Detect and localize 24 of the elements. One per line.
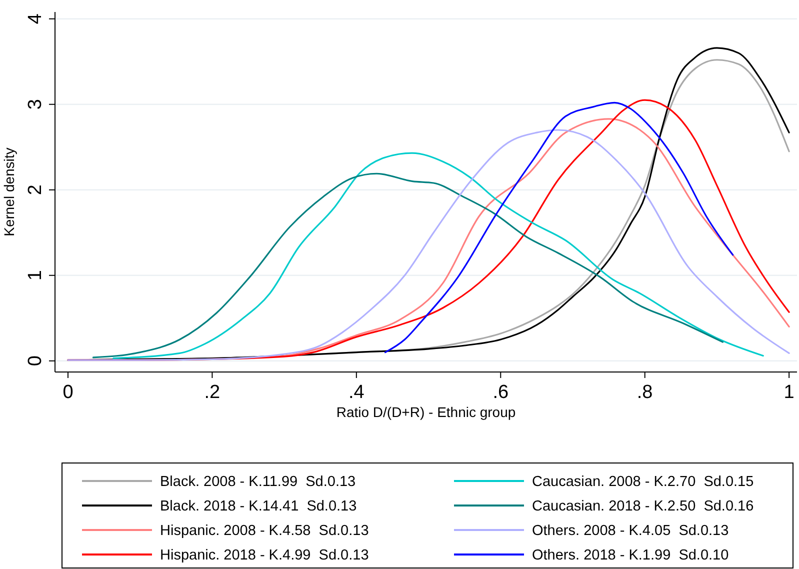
y-axis-title: Kernel density	[1, 148, 17, 236]
y-tick-label: 2	[25, 184, 46, 196]
line-series	[112, 152, 764, 360]
legend-label: Caucasian. 2008 - K.2.70 Sd.0.15	[532, 474, 754, 490]
legend-label: Hispanic. 2018 - K.4.99 Sd.0.13	[160, 548, 369, 564]
y-tick-label: 3	[25, 99, 46, 110]
x-tick-label: 1	[784, 382, 794, 403]
legend-label: Others. 2018 - K.1.99 Sd.0.10	[532, 548, 729, 564]
x-tick-label: 0	[62, 382, 74, 403]
x-tick-label: .4	[348, 382, 365, 403]
line-series	[384, 102, 734, 354]
legend-label: Caucasian. 2018 - K.2.50 Sd.0.16	[532, 498, 754, 514]
x-tick-label: .2	[204, 382, 220, 403]
x-tick-label: .8	[636, 382, 653, 403]
legend-label: Hispanic. 2008 - K.4.58 Sd.0.13	[160, 523, 369, 539]
legend-label: Black. 2018 - K.14.41 Sd.0.13	[160, 498, 357, 514]
y-tick-label: 4	[25, 13, 46, 24]
x-axis-title: Ratio D/(D+R) - Ethnic group	[336, 404, 516, 420]
y-tick-label: 1	[25, 270, 46, 281]
legend-label: Black. 2008 - K.11.99 Sd.0.13	[160, 474, 356, 490]
x-tick-label: .6	[492, 382, 509, 403]
y-tick-label: 0	[25, 356, 46, 366]
line-series	[92, 172, 724, 358]
legend-label: Others. 2008 - K.4.05 Sd.0.13	[532, 523, 729, 539]
